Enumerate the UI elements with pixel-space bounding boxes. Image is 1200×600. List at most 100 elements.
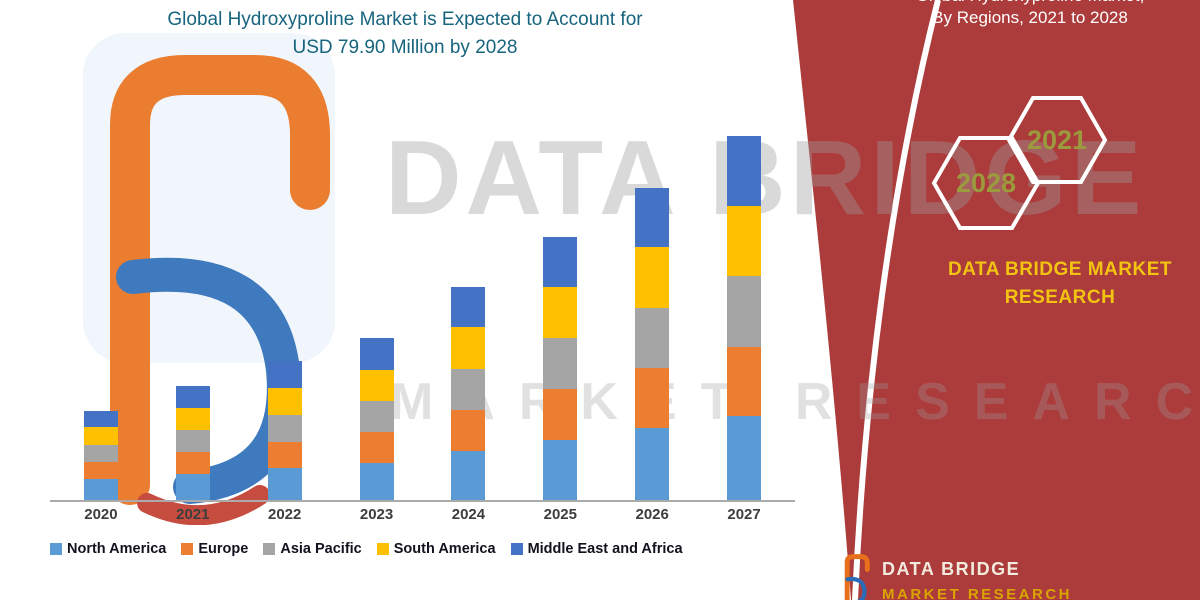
bar-segment bbox=[635, 308, 670, 369]
footer-logo-icon bbox=[844, 554, 870, 600]
bar-segment bbox=[543, 236, 578, 288]
bar-segment bbox=[543, 389, 578, 440]
chart-title-line2: USD 79.90 Million by 2028 bbox=[292, 37, 518, 58]
legend-item: North America bbox=[50, 541, 166, 557]
bar-segment bbox=[727, 205, 762, 277]
panel-brand-line1: DATA BRIDGE MARKET bbox=[948, 259, 1172, 280]
bar-segment bbox=[543, 439, 578, 500]
legend-label: Europe bbox=[198, 541, 249, 557]
panel-heading-line2: By Regions, 2021 to 2028 bbox=[932, 8, 1128, 27]
bar-segment bbox=[267, 415, 302, 442]
panel-heading: Global Hydroxyproline Market, By Regions… bbox=[880, 0, 1180, 29]
logo-orange-stroke bbox=[110, 55, 330, 505]
legend-item: South America bbox=[376, 541, 496, 557]
x-axis-labels: 2020 2021 2022 2023 2024 2025 2026 2027 bbox=[55, 506, 790, 523]
stacked-bar bbox=[635, 187, 670, 500]
x-axis-label: 2022 bbox=[268, 506, 302, 523]
bar-segment bbox=[451, 451, 486, 500]
footer-brand: DATA BRIDGE MARKET RESEARCH bbox=[838, 551, 1072, 600]
legend-swatch bbox=[181, 543, 194, 555]
chart-title-line1: Global Hydroxyproline Market is Expected… bbox=[167, 9, 643, 30]
bar-segment bbox=[635, 368, 670, 429]
bar-segment bbox=[175, 386, 210, 409]
bar-segment bbox=[267, 388, 302, 416]
bar-segment bbox=[175, 430, 210, 453]
bar-segment bbox=[359, 463, 394, 500]
bar-segment bbox=[451, 368, 486, 411]
dbmr-logo-watermark bbox=[55, 25, 345, 526]
bar-group bbox=[147, 110, 239, 500]
bar-segment bbox=[727, 276, 762, 347]
x-axis-label: 2020 bbox=[84, 506, 118, 523]
stacked-bar bbox=[267, 361, 302, 500]
bar-segment bbox=[727, 416, 762, 500]
x-axis-label: 2025 bbox=[543, 506, 577, 523]
bar-segment bbox=[359, 338, 394, 370]
bar-segment bbox=[83, 462, 118, 480]
bar-segment bbox=[451, 410, 486, 452]
stacked-bar bbox=[359, 338, 394, 500]
footer-brand-sub: MARKET RESEARCH bbox=[882, 586, 1073, 600]
stacked-bar bbox=[175, 386, 210, 500]
stacked-bar bbox=[451, 286, 486, 500]
bar-segment bbox=[727, 346, 762, 417]
bar-group bbox=[514, 110, 606, 500]
x-axis-label: 2023 bbox=[359, 506, 394, 523]
bar-segment bbox=[359, 431, 394, 464]
watermark-line2: MARKET RESEARCH bbox=[390, 373, 1200, 431]
bar-group bbox=[55, 110, 147, 500]
legend: North America Europe Asia Pacific South Ame… bbox=[50, 541, 795, 557]
ribbon-white-stripe bbox=[852, 0, 941, 600]
panel-brand-line2: RESEARCH bbox=[1004, 287, 1116, 308]
bar-group bbox=[606, 110, 698, 500]
bar-segment bbox=[267, 468, 302, 500]
bar-segment bbox=[451, 286, 486, 328]
bar-segment bbox=[267, 441, 302, 469]
x-axis-label: 2021 bbox=[176, 506, 210, 523]
bar-group bbox=[423, 110, 515, 500]
bar-segment bbox=[635, 247, 670, 309]
bar-segment bbox=[83, 479, 118, 500]
bar-segment bbox=[451, 327, 486, 369]
bar-segment bbox=[83, 410, 118, 428]
bar-segment bbox=[267, 361, 302, 389]
bar-group bbox=[239, 110, 331, 500]
bar-segment bbox=[175, 408, 210, 431]
legend-item: Asia Pacific bbox=[263, 541, 362, 557]
stacked-bar bbox=[727, 136, 762, 500]
bar-segment bbox=[543, 338, 578, 390]
panel-heading-line1: Global Hydroxyproline Market, bbox=[880, 0, 1180, 7]
x-axis-label: 2026 bbox=[635, 506, 669, 523]
bar-segment bbox=[635, 428, 670, 500]
bar-group bbox=[331, 110, 423, 500]
x-axis-label: 2027 bbox=[727, 506, 761, 523]
bar-segment bbox=[83, 427, 118, 445]
legend-label: Asia Pacific bbox=[280, 541, 362, 557]
bar-segment bbox=[635, 187, 670, 248]
x-axis-label: 2024 bbox=[451, 506, 486, 523]
legend-swatch bbox=[50, 543, 62, 555]
legend-item: Middle East and Africa bbox=[510, 541, 683, 557]
legend-swatch bbox=[263, 543, 276, 555]
bar-segment bbox=[727, 136, 762, 206]
chart-title: Global Hydroxyproline Market is Expected… bbox=[110, 6, 700, 62]
bar-segment bbox=[83, 444, 118, 463]
legend-label: South America bbox=[393, 541, 496, 557]
legend-label: Middle East and Africa bbox=[527, 541, 683, 557]
bar-segment bbox=[543, 287, 578, 339]
footer-brand-name: DATA BRIDGE bbox=[882, 559, 1021, 579]
panel-brand: DATA BRIDGE MARKET RESEARCH bbox=[930, 256, 1190, 312]
legend-swatch bbox=[376, 543, 389, 555]
legend-label: North America bbox=[67, 541, 167, 557]
x-axis-line bbox=[50, 500, 795, 502]
bar-segment bbox=[359, 400, 394, 432]
bar-group bbox=[698, 110, 790, 500]
bar-segment bbox=[175, 474, 210, 500]
stacked-bar bbox=[83, 410, 118, 500]
legend-swatch bbox=[510, 543, 523, 555]
legend-item: Europe bbox=[181, 541, 248, 557]
logo-red-stroke bbox=[137, 485, 270, 526]
stacked-bar bbox=[543, 236, 578, 500]
bar-segment bbox=[175, 452, 210, 474]
